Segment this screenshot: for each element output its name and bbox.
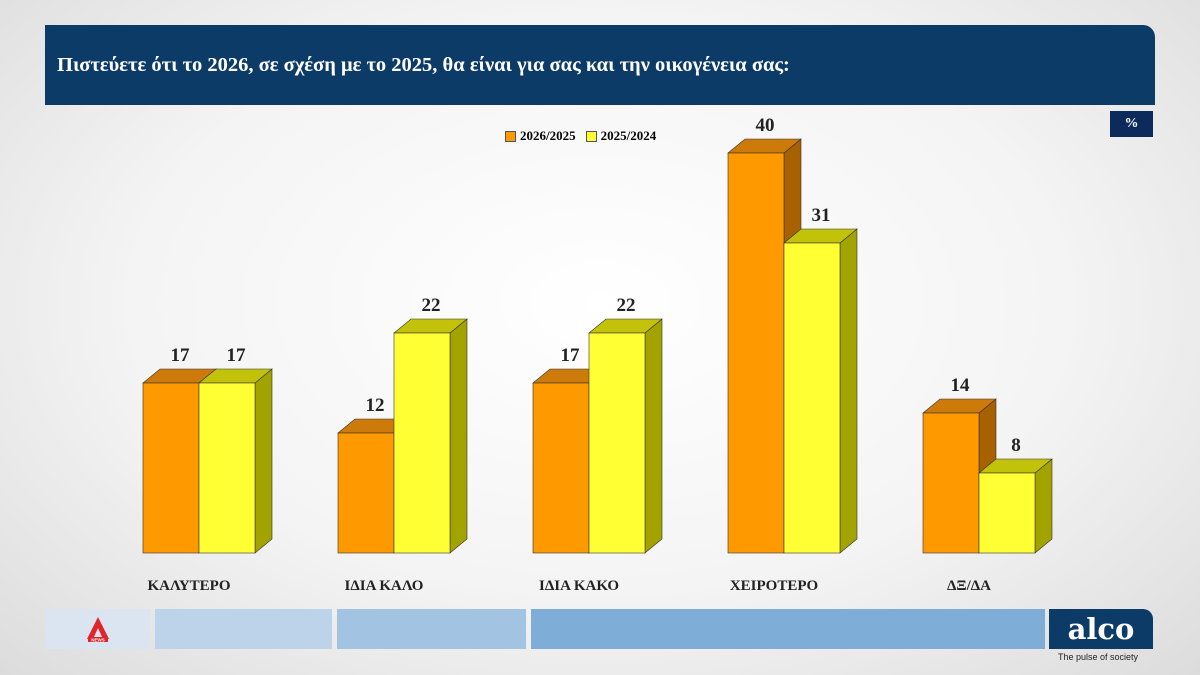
category-label-3: ΙΔΙΑ ΚΑΚΟ: [539, 578, 619, 594]
legend-label-series-2: 2025/2024: [600, 128, 657, 143]
bar-s2-c4: [783, 242, 841, 554]
category-label-4: ΧΕΙΡΟΤΕΡΟ: [730, 578, 818, 594]
data-label-s2-c3: 22: [617, 295, 636, 316]
bar-s1-c5: [922, 412, 980, 554]
bar-s2-c2: [393, 332, 451, 554]
bar-s2-c3: [588, 332, 646, 554]
data-label-s2-c2: 22: [422, 295, 441, 316]
data-label-s1-c3: 17: [561, 345, 581, 366]
footer-band-2: [155, 609, 332, 649]
footer-news-logo: NEWS: [45, 609, 150, 649]
chart-title: Πιστεύετε ότι το 2026, σε σχέση με το 20…: [57, 53, 790, 76]
alco-tagline: The pulse of society: [1058, 652, 1139, 662]
bar-s1-c4: [727, 152, 785, 554]
bar-side-s2-c5: [1034, 458, 1053, 554]
legend-swatch-series-2: [585, 130, 597, 142]
category-label-1: ΚΑΛΥΤΕΡΟ: [147, 578, 230, 594]
legend-item-series-2: 2025/2024: [585, 128, 657, 144]
data-label-s2-c4: 31: [812, 205, 831, 226]
bar-side-s2-c3: [644, 318, 663, 554]
bar-side-s2-c4: [839, 228, 858, 554]
legend-swatch-series-1: [505, 130, 516, 142]
bar-s1-c3: [532, 382, 590, 554]
data-label-s2-c5: 8: [1011, 435, 1021, 456]
footer-band-4: [531, 609, 1045, 649]
data-label-s1-c2: 12: [366, 395, 385, 416]
bar-side-s2-c1: [254, 368, 273, 554]
bar-s1-c2: [337, 432, 395, 554]
data-label-s1-c4: 40: [756, 115, 775, 136]
bar-s2-c1: [198, 382, 256, 554]
category-label-2: ΙΔΙΑ ΚΑΛΟ: [345, 578, 424, 594]
news-logo-text: NEWS: [91, 637, 105, 642]
legend: 2026/2025 2025/2024: [505, 128, 666, 144]
legend-item-series-1: 2026/2025: [505, 128, 576, 144]
data-label-s2-c1: 17: [227, 345, 247, 366]
data-label-s1-c5: 14: [951, 375, 971, 396]
bar-s1-c1: [142, 382, 200, 554]
header-banner: Πιστεύετε ότι το 2026, σε σχέση με το 20…: [45, 25, 1155, 105]
bar-s2-c5: [978, 472, 1036, 554]
category-label-5: ΔΞ/ΔΑ: [947, 578, 991, 594]
alpha-news-logo-icon: NEWS: [86, 617, 109, 642]
legend-label-series-1: 2026/2025: [520, 128, 576, 143]
bar-side-s2-c2: [449, 318, 468, 554]
alco-logo: alco: [1049, 609, 1153, 649]
footer-band-3: [337, 609, 526, 649]
unit-badge: %: [1110, 111, 1153, 137]
data-label-s1-c1: 17: [171, 345, 191, 366]
